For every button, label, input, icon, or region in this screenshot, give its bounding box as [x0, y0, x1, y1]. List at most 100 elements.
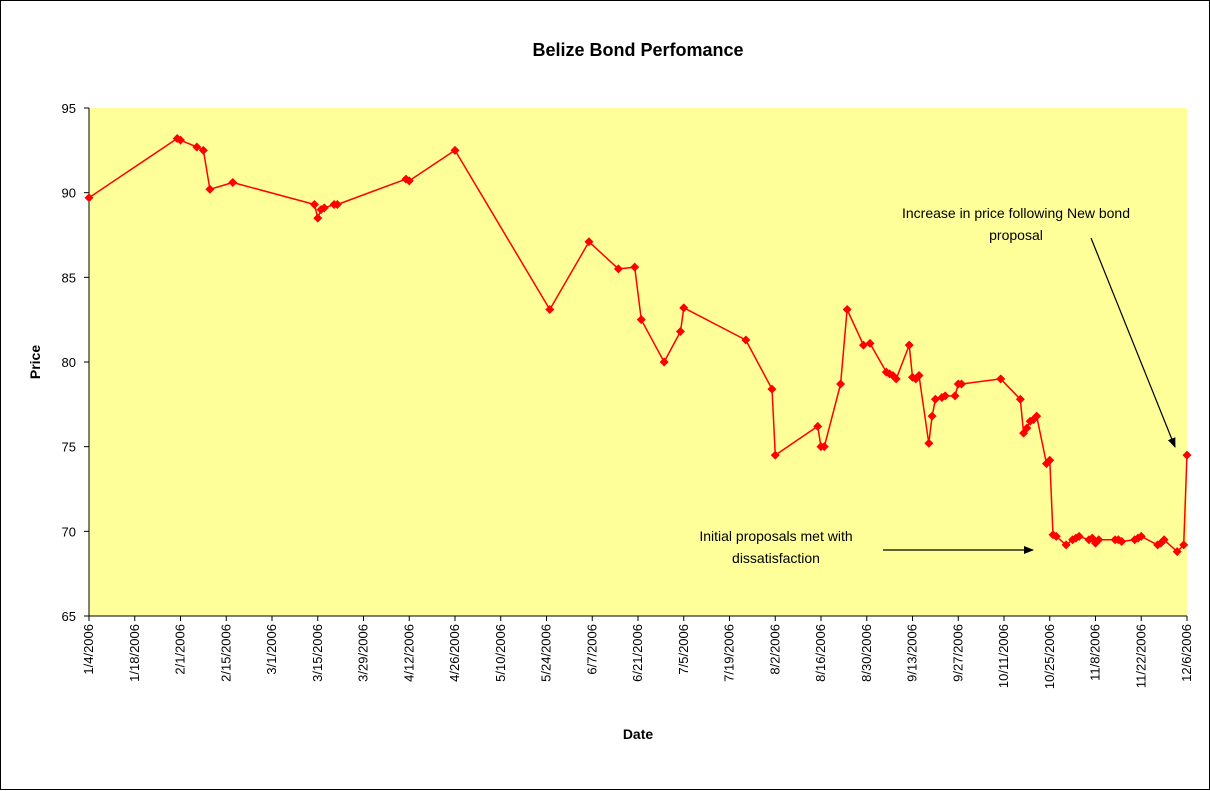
x-tick-label: 3/1/2006 — [264, 624, 279, 675]
data-point — [858, 340, 868, 350]
data-point — [950, 391, 960, 401]
data-point — [613, 264, 623, 274]
y-tick-label: 75 — [62, 440, 76, 455]
annotation-arrow — [1090, 237, 1176, 448]
data-point — [865, 338, 875, 348]
x-tick-label: 5/10/2006 — [493, 624, 508, 682]
data-point — [545, 305, 555, 315]
data-point — [313, 213, 323, 223]
y-tick-label: 95 — [62, 101, 76, 116]
x-axis-title: Date — [623, 726, 654, 742]
data-point — [891, 374, 901, 384]
data-point — [957, 379, 967, 389]
data-point — [659, 357, 669, 367]
data-point — [741, 335, 751, 345]
data-point — [450, 145, 460, 155]
x-tick-label: 9/27/2006 — [950, 624, 965, 682]
x-tick-label: 7/19/2006 — [722, 624, 737, 682]
y-tick-label: 80 — [62, 355, 76, 370]
data-point — [930, 394, 940, 404]
data-point — [1061, 540, 1071, 550]
data-point — [1032, 411, 1042, 421]
series-layer — [84, 133, 1192, 557]
chart-title: Belize Bond Perfomance — [532, 40, 743, 60]
data-point — [904, 340, 914, 350]
data-point — [924, 438, 934, 448]
x-tick-label: 8/30/2006 — [859, 624, 874, 682]
y-tick-label: 85 — [62, 270, 76, 285]
data-point — [192, 142, 202, 152]
data-point — [1094, 535, 1104, 545]
data-point — [228, 178, 238, 188]
data-point — [675, 327, 685, 337]
data-point — [176, 135, 185, 145]
data-point — [767, 384, 777, 394]
data-point — [836, 379, 846, 389]
data-point — [1015, 394, 1025, 404]
y-tick-label: 65 — [62, 609, 76, 624]
data-point — [205, 184, 215, 194]
data-point — [1182, 450, 1192, 460]
x-tick-label: 6/21/2006 — [630, 624, 645, 682]
data-point — [84, 193, 94, 203]
annotation-text: dissatisfaction — [732, 550, 820, 566]
x-tick-label: 8/2/2006 — [767, 624, 782, 675]
data-point — [1117, 536, 1127, 546]
data-point — [630, 262, 640, 272]
data-point — [1051, 531, 1061, 541]
annotation-text: proposal — [989, 227, 1043, 243]
x-tick-label: 2/15/2006 — [218, 624, 233, 682]
data-point — [1022, 423, 1032, 433]
y-axis-title: Price — [27, 345, 43, 379]
annotation-text: Increase in price following New bond — [902, 205, 1130, 221]
x-tick-label: 4/26/2006 — [447, 624, 462, 682]
data-point — [198, 145, 208, 155]
x-tick-label: 6/7/2006 — [584, 624, 599, 675]
x-tick-label: 10/25/2006 — [1042, 624, 1057, 689]
data-point — [927, 411, 937, 421]
data-point — [813, 421, 823, 431]
x-tick-label: 4/12/2006 — [401, 624, 416, 682]
data-point — [636, 315, 646, 325]
x-axis: 1/4/2006 1/18/2006 2/1/2006 2/15/2006 3/1/20… — [81, 615, 1194, 689]
x-tick-label: 8/16/2006 — [813, 624, 828, 682]
x-tick-label: 7/5/2006 — [676, 624, 691, 675]
x-tick-label: 1/4/2006 — [81, 624, 96, 675]
data-point — [996, 374, 1006, 384]
data-point — [1045, 455, 1055, 465]
data-point — [319, 203, 329, 213]
annotations-layer: Increase in price following New bond prop… — [699, 205, 1176, 566]
y-axis: 65 70 75 80 85 90 95 — [62, 101, 90, 624]
data-point — [1019, 428, 1029, 438]
plot-area — [89, 108, 1187, 616]
x-tick-label: 1/18/2006 — [127, 624, 142, 682]
data-point — [404, 176, 414, 186]
x-tick-label: 11/22/2006 — [1133, 624, 1148, 688]
data-point — [819, 442, 829, 452]
data-point — [914, 371, 924, 381]
y-tick-label: 70 — [62, 524, 76, 539]
x-tick-label: 3/15/2006 — [310, 624, 325, 682]
data-point — [679, 303, 689, 313]
x-tick-label: 2/1/2006 — [173, 624, 188, 675]
data-point — [1136, 531, 1146, 541]
x-tick-label: 3/29/2006 — [356, 624, 371, 682]
x-tick-label: 12/6/2006 — [1179, 624, 1194, 682]
data-point — [584, 237, 594, 247]
data-point — [309, 200, 319, 210]
data-point — [940, 391, 950, 401]
y-tick-label: 90 — [62, 186, 76, 201]
data-point — [1179, 540, 1189, 550]
x-tick-label: 10/11/2006 — [996, 624, 1011, 688]
data-point — [1074, 531, 1084, 541]
x-tick-label: 9/13/2006 — [905, 624, 920, 682]
data-point — [1159, 535, 1169, 545]
data-point — [842, 305, 852, 315]
data-point — [332, 200, 342, 210]
data-point — [1172, 547, 1182, 557]
data-point — [770, 450, 780, 460]
annotation-text: Initial proposals met with — [699, 528, 852, 544]
x-tick-label: 11/8/2006 — [1088, 624, 1103, 681]
